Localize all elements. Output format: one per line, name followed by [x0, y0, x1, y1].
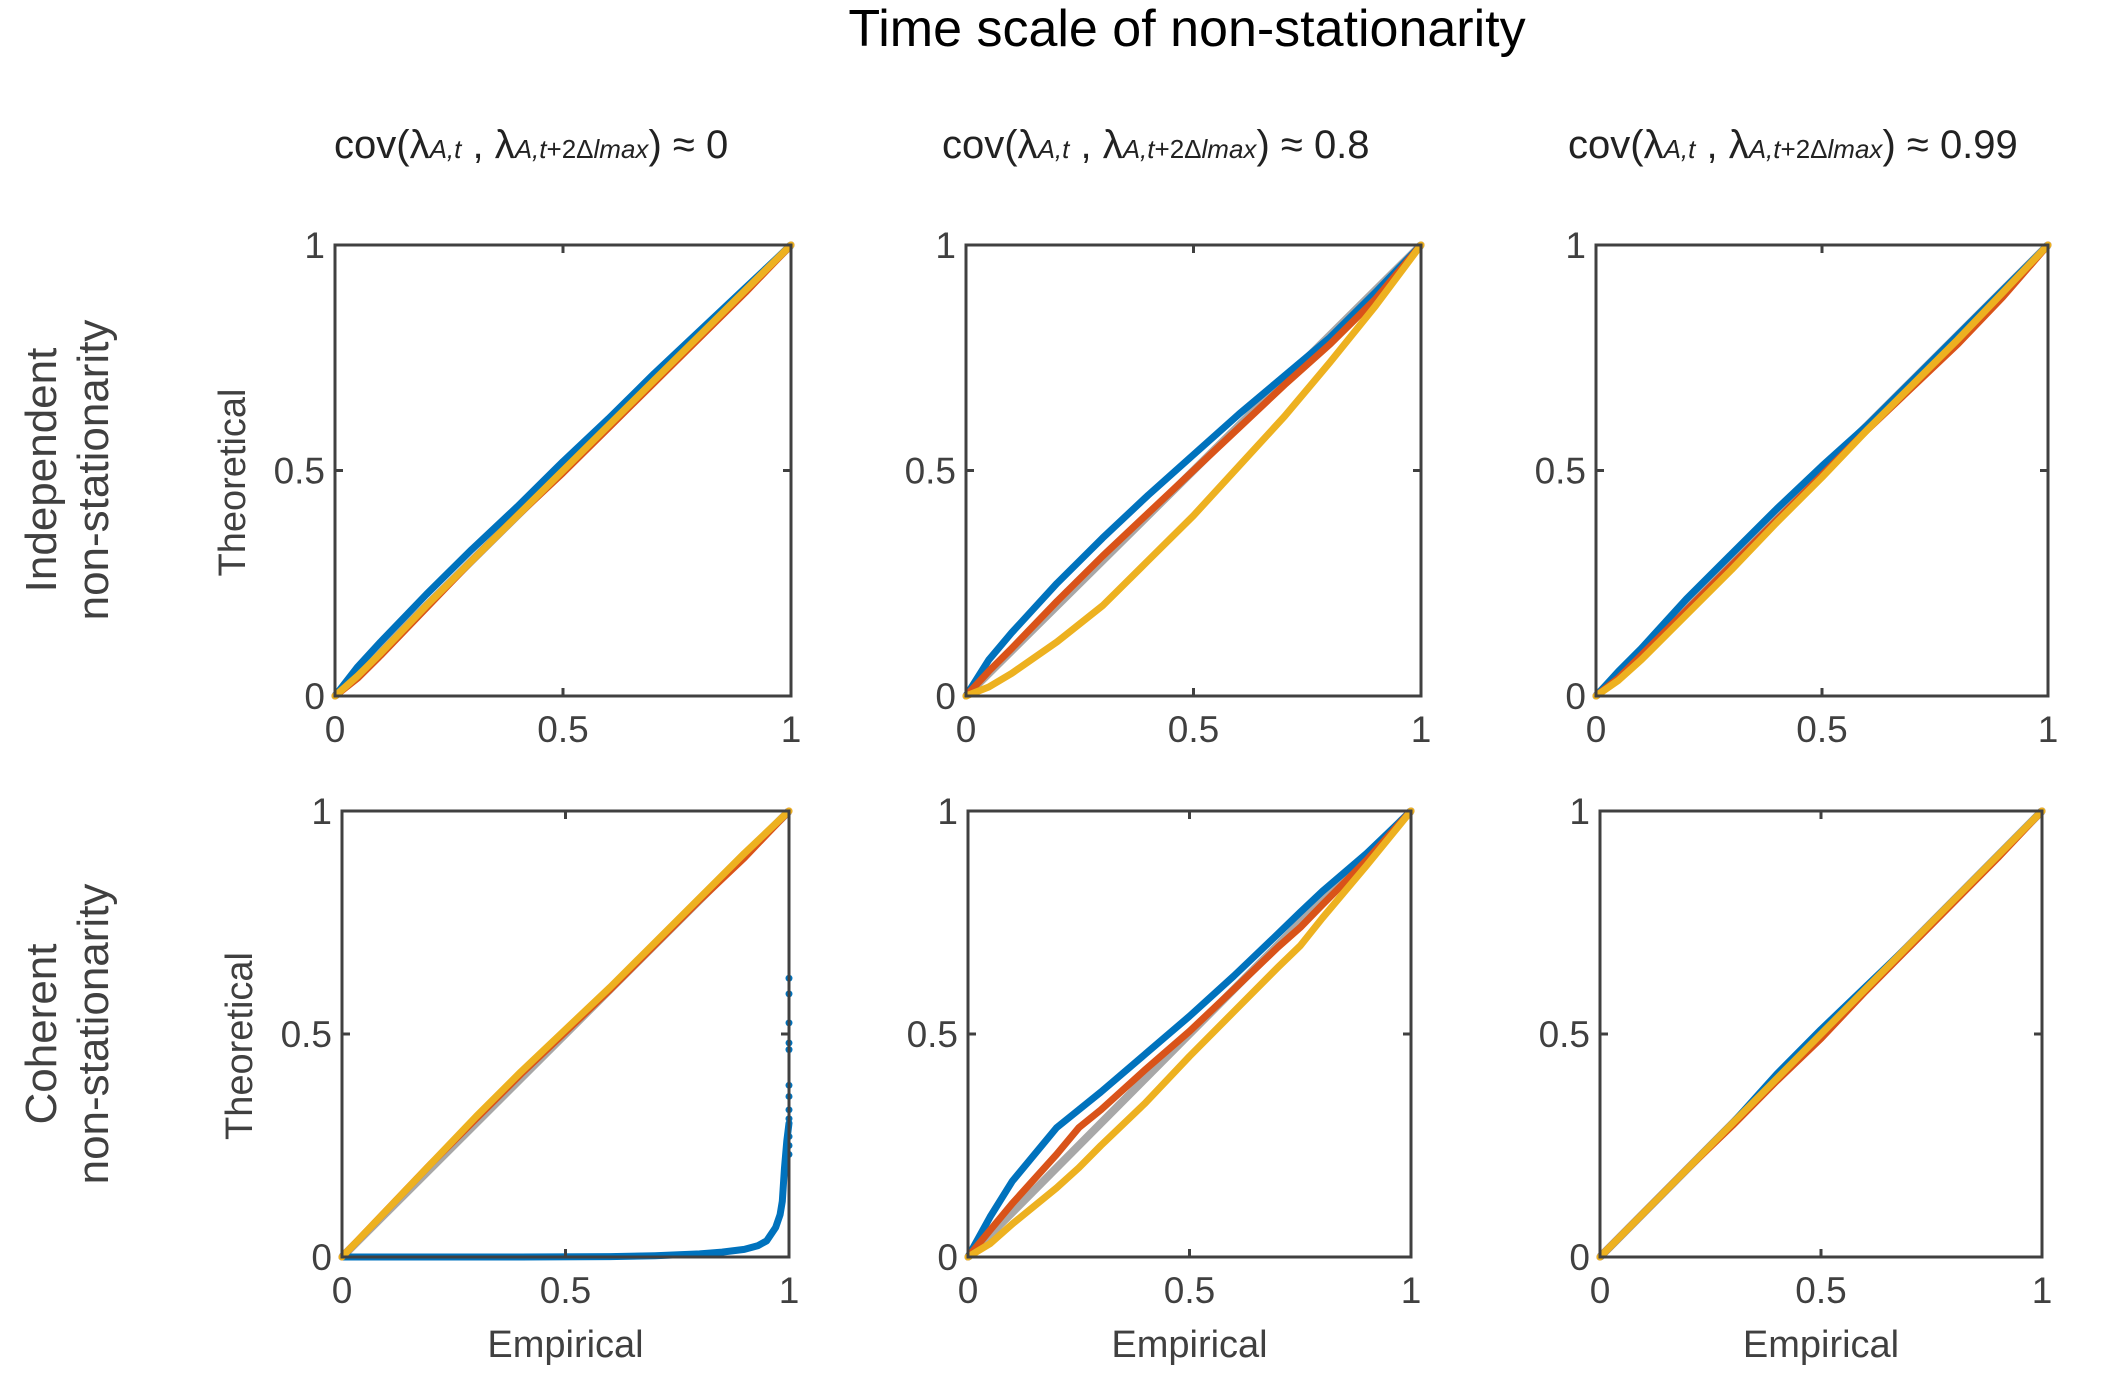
- series-line-yellow: [331, 241, 795, 700]
- y-tick-label: 0.5: [907, 1014, 958, 1055]
- row-label-1: Independent non-stationarity: [17, 320, 118, 621]
- y-tick-label: 0: [937, 1237, 958, 1278]
- x-tick-label: 0.5: [540, 1270, 591, 1311]
- y-tick-label: 0: [1565, 676, 1586, 717]
- x-tick-label: 1: [1411, 709, 1432, 750]
- x-tick-label: 1: [2038, 709, 2059, 750]
- x-tick-label: 0: [332, 1270, 353, 1311]
- y-tick-label: 0.5: [281, 1014, 332, 1055]
- y-axis-label: Theoretical: [212, 389, 254, 577]
- x-tick-label: 0.5: [1796, 709, 1847, 750]
- x-tick-label: 0: [956, 709, 977, 750]
- y-tick-label: 0: [1569, 1237, 1590, 1278]
- row-label-2: Coherent non-stationarity: [17, 884, 118, 1185]
- x-tick-label: 1: [779, 1270, 800, 1311]
- y-tick-label: 1: [1565, 225, 1586, 266]
- x-tick-label: 0: [325, 709, 346, 750]
- x-tick-label: 0.5: [1168, 709, 1219, 750]
- x-tick-label: 0.5: [1164, 1270, 1215, 1311]
- panel-row1-col2: 00 0.5 0.5 1 1: [905, 225, 1432, 750]
- x-tick-label: 1: [1401, 1270, 1422, 1311]
- series-line-orange: [964, 807, 1415, 1261]
- column-title-2: cov(λA,t , λA,t+2Δlmax) ≈ 0.8: [942, 123, 1370, 167]
- y-tick-label: 0: [304, 676, 325, 717]
- figure-title: Time scale of non-stationarity: [848, 0, 1525, 58]
- y-axis-label: Theoretical: [219, 952, 261, 1140]
- panel-row2-col1: 00 0.5 0.5 1 1 Empirical Theoretical: [219, 791, 799, 1366]
- y-tick-label: 1: [1569, 791, 1590, 832]
- y-tick-label: 1: [935, 225, 956, 266]
- series-line-yellow: [1596, 807, 2046, 1261]
- column-titles: cov(λA,t , λA,t+2Δlmax) ≈ 0 cov(λA,t , λA…: [334, 123, 2018, 167]
- series-line-blue: [962, 241, 1425, 700]
- x-tick-label: 0: [1586, 709, 1607, 750]
- column-title-3: cov(λA,t , λA,t+2Δlmax) ≈ 0.99: [1568, 123, 2018, 167]
- y-tick-label: 0.5: [274, 451, 325, 492]
- series-line-yellow: [338, 807, 793, 1261]
- y-tick-label: 1: [304, 225, 325, 266]
- series-line-yellow: [962, 241, 1425, 700]
- y-tick-label: 0.5: [905, 451, 956, 492]
- series-line-blue: [964, 807, 1415, 1261]
- x-tick-label: 1: [2032, 1270, 2053, 1311]
- series-line-orange: [962, 241, 1425, 700]
- row-label-line: non-stationarity: [69, 884, 118, 1185]
- row-label-line: non-stationarity: [69, 320, 118, 621]
- panel-row1-col3: 00 0.5 0.5 1 1: [1535, 225, 2059, 750]
- panel-row2-col2: 00 0.5 0.5 1 1 Empirical: [907, 791, 1422, 1366]
- row-label-line: Coherent: [17, 943, 66, 1124]
- y-tick-label: 0: [935, 676, 956, 717]
- x-axis-label: Empirical: [1111, 1324, 1267, 1366]
- x-tick-label: 0: [958, 1270, 979, 1311]
- panel-row2-col3: 00 0.5 0.5 1 1 Empirical: [1539, 791, 2053, 1366]
- series-line-yellow: [1592, 241, 2052, 700]
- y-tick-label: 1: [311, 791, 332, 832]
- series-line-yellow: [964, 807, 1415, 1261]
- panels: 000.50.511Theoretical000.50.511000.50.51…: [212, 225, 2058, 1366]
- y-tick-label: 0.5: [1539, 1014, 1590, 1055]
- x-axis-label: Empirical: [487, 1324, 643, 1366]
- panel-row1-col1: 00 0.5 0.5 1 1 Theoretical: [212, 225, 801, 750]
- y-tick-label: 1: [937, 791, 958, 832]
- x-tick-label: 0.5: [537, 709, 588, 750]
- x-tick-label: 0: [1590, 1270, 1611, 1311]
- y-tick-label: 0: [311, 1237, 332, 1278]
- x-tick-label: 0.5: [1795, 1270, 1846, 1311]
- column-title-1: cov(λA,t , λA,t+2Δlmax) ≈ 0: [334, 123, 728, 167]
- x-axis-label: Empirical: [1743, 1324, 1899, 1366]
- row-label-line: Independent: [17, 348, 66, 593]
- x-tick-label: 1: [781, 709, 802, 750]
- y-tick-label: 0.5: [1535, 451, 1586, 492]
